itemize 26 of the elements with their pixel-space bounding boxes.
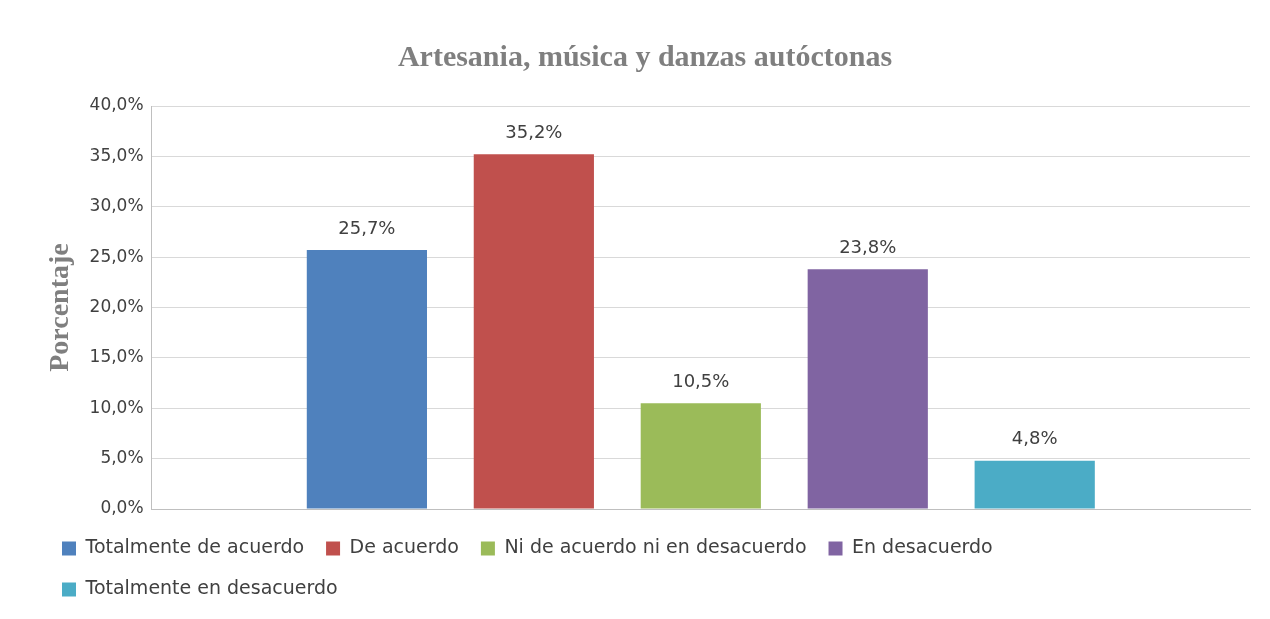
bar — [974, 460, 1095, 509]
bar — [807, 269, 928, 509]
legend-label: Totalmente en desacuerdo — [84, 576, 338, 599]
bar — [640, 403, 761, 509]
y-tick-label: 0,0% — [100, 497, 144, 518]
chart-title: Artesania, música y danzas autóctonas — [397, 38, 893, 72]
y-tick-label: 10,0% — [89, 396, 144, 417]
y-tick-label: 25,0% — [89, 245, 144, 266]
legend-label: En desacuerdo — [852, 535, 993, 558]
data-label: 35,2% — [505, 121, 563, 143]
legend-label: De acuerdo — [349, 535, 459, 558]
data-label: 4,8% — [1011, 427, 1058, 449]
legend-label: Totalmente de acuerdo — [84, 535, 305, 558]
y-tick-label: 40,0% — [89, 94, 144, 115]
y-tick-label: 15,0% — [89, 346, 144, 367]
y-axis-title: Porcentaje — [43, 243, 75, 372]
data-label: 10,5% — [672, 369, 730, 391]
bar — [473, 154, 594, 509]
data-label: 23,8% — [839, 235, 897, 257]
y-tick-label: 20,0% — [89, 295, 144, 316]
data-label: 25,7% — [338, 216, 396, 238]
y-tick-label: 5,0% — [100, 447, 144, 468]
legend-label: Ni de acuerdo ni en desacuerdo — [504, 535, 807, 558]
y-tick-label: 35,0% — [89, 144, 144, 165]
y-tick-label: 30,0% — [89, 195, 144, 216]
bar — [306, 250, 427, 509]
